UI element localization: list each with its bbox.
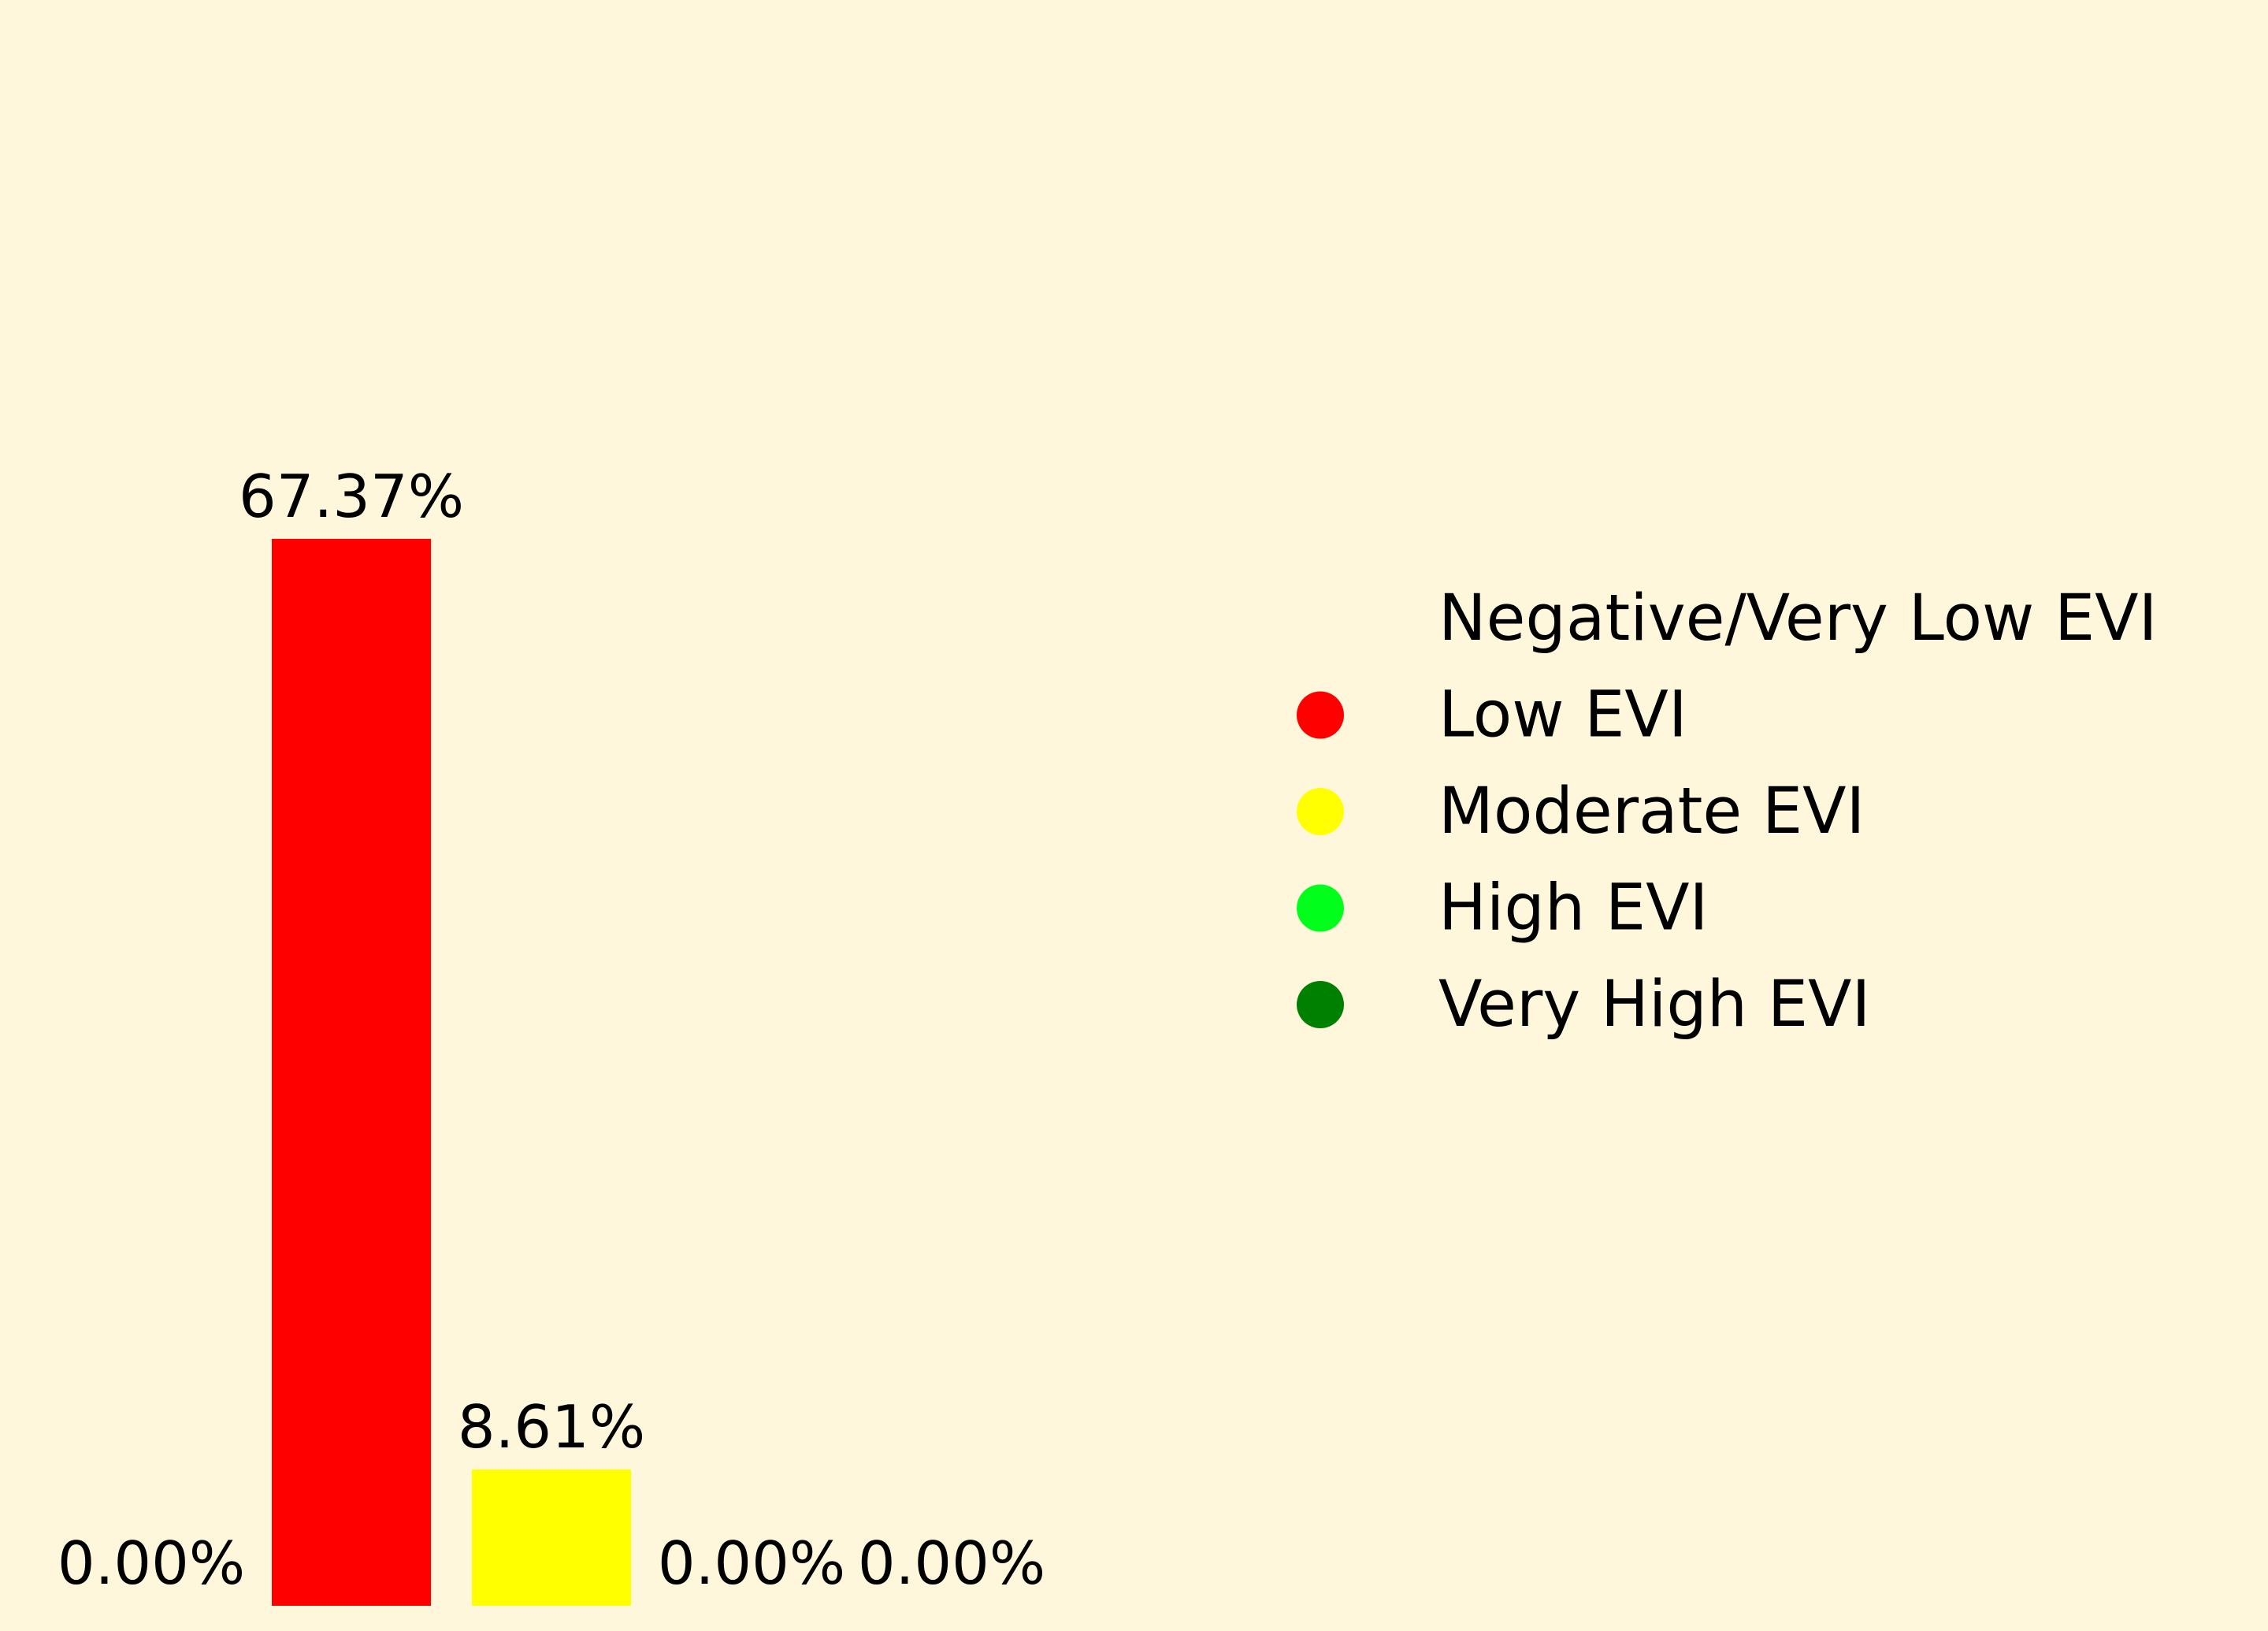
value-labels-layer: 0.00%67.37%8.61%0.00% 0.00% (58, 462, 1045, 1598)
legend-item-moderate-evi: Moderate EVI (1297, 775, 1865, 849)
legend-item-very-high-evi: Very High EVI (1297, 968, 1870, 1042)
legend-marker-negative-very-low-evi (1297, 595, 1344, 642)
value-label-very-high-evi: 0.00% (858, 1529, 1045, 1598)
legend-label-negative-very-low-evi: Negative/Very Low EVI (1438, 581, 2157, 656)
legend-label-high-evi: High EVI (1438, 871, 1708, 946)
bars-layer (272, 538, 631, 1606)
legend: Negative/Very Low EVI Low EVI Moderate EVI… (1297, 581, 2157, 1042)
value-label-low-evi: 67.37% (239, 462, 464, 531)
bar-moderate-evi (472, 1469, 631, 1606)
legend-item-negative-very-low-evi: Negative/Very Low EVI (1297, 581, 2157, 656)
legend-marker-high-evi (1297, 884, 1344, 932)
bar-low-evi (272, 538, 431, 1606)
value-label-negative-very-low-evi: 0.00% (58, 1529, 245, 1598)
legend-marker-very-high-evi (1297, 981, 1344, 1028)
legend-marker-low-evi (1297, 691, 1344, 739)
legend-label-moderate-evi: Moderate EVI (1438, 775, 1865, 849)
legend-item-high-evi: High EVI (1297, 871, 1708, 946)
legend-marker-moderate-evi (1297, 788, 1344, 835)
legend-item-low-evi: Low EVI (1297, 678, 1687, 752)
legend-label-low-evi: Low EVI (1438, 678, 1687, 752)
value-label-high-evi: 0.00% (658, 1529, 845, 1598)
value-label-moderate-evi: 8.61% (458, 1392, 645, 1462)
legend-label-very-high-evi: Very High EVI (1438, 968, 1870, 1042)
